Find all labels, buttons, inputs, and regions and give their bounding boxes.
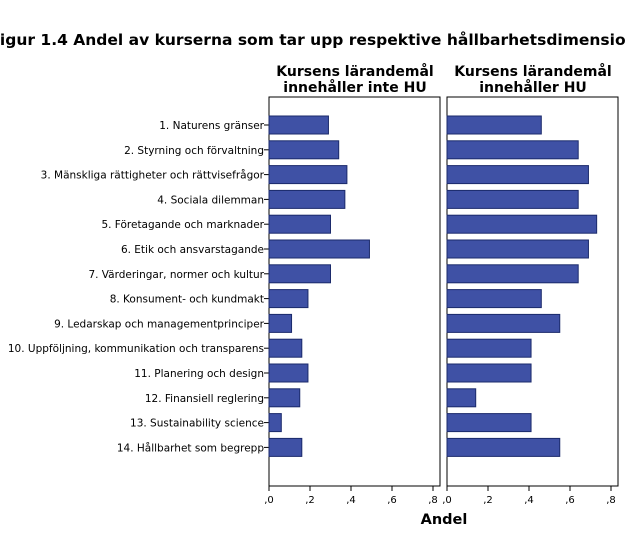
category-label: 14. Hållbarhet som begrepp — [117, 441, 264, 454]
x-axis-title: Andel — [421, 512, 468, 528]
bar — [268, 189, 346, 209]
bar — [446, 264, 579, 284]
bar — [268, 413, 282, 433]
category-label: 3. Mänskliga rättigheter och rättvisefrå… — [41, 169, 265, 182]
bar — [446, 289, 542, 309]
category-label: 1. Naturens gränser — [159, 120, 264, 132]
bar — [446, 388, 477, 408]
bar — [268, 388, 301, 408]
panel-1-title-line2: innehåller inte HU — [283, 79, 426, 96]
bar — [268, 338, 303, 358]
bar — [446, 413, 532, 433]
bar — [268, 313, 293, 333]
bar — [446, 140, 579, 160]
panel-2-title-line2: innehåller HU — [479, 79, 587, 96]
category-label: 5. Företagande och marknader — [101, 219, 264, 231]
bar — [446, 338, 532, 358]
x-tick-label: ,6 — [387, 495, 397, 506]
bar — [446, 115, 542, 135]
category-label: 4. Sociala dilemman — [157, 194, 264, 206]
x-tick-label: ,2 — [305, 495, 315, 506]
category-label: 12. Finansiell reglering — [145, 393, 264, 405]
bar — [446, 189, 579, 209]
category-label: 11. Planering och design — [134, 368, 264, 380]
panel-2-title-line1: Kursens lärandemål — [454, 63, 611, 80]
x-tick-label: ,8 — [428, 495, 438, 506]
bar — [268, 214, 331, 234]
x-tick-label: ,0 — [442, 495, 452, 506]
category-label: 13. Sustainability science — [130, 418, 264, 430]
bar — [268, 140, 340, 160]
bar — [268, 239, 370, 259]
bar — [268, 264, 331, 284]
bar — [268, 289, 309, 309]
category-label: 10. Uppföljning, kommunikation och trans… — [8, 343, 264, 355]
bar — [446, 165, 589, 185]
bar — [268, 115, 329, 135]
bar — [268, 437, 303, 457]
x-tick-label: ,6 — [565, 495, 575, 506]
x-tick-label: ,8 — [606, 495, 616, 506]
category-label: 9. Ledarskap och managementprinciper — [54, 318, 265, 330]
category-label: 8. Konsument- och kundmakt — [110, 294, 264, 306]
x-tick-label: ,0 — [264, 495, 274, 506]
category-label: 6. Etik och ansvarstagande — [121, 244, 264, 256]
x-tick-label: ,4 — [524, 495, 534, 506]
bar — [446, 239, 589, 259]
bar — [446, 363, 532, 383]
chart-title: Figur 1.4 Andel av kurserna som tar upp … — [0, 30, 626, 49]
bar — [268, 363, 309, 383]
bar — [446, 214, 598, 234]
x-tick-label: ,2 — [483, 495, 493, 506]
bar — [446, 313, 561, 333]
bar — [446, 437, 561, 457]
bar — [268, 165, 348, 185]
category-label: 7. Värderingar, normer och kultur — [88, 269, 264, 281]
x-tick-label: ,4 — [346, 495, 356, 506]
panel-1-title-line1: Kursens lärandemål — [276, 63, 433, 80]
category-label: 2. Styrning och förvaltning — [124, 145, 264, 157]
